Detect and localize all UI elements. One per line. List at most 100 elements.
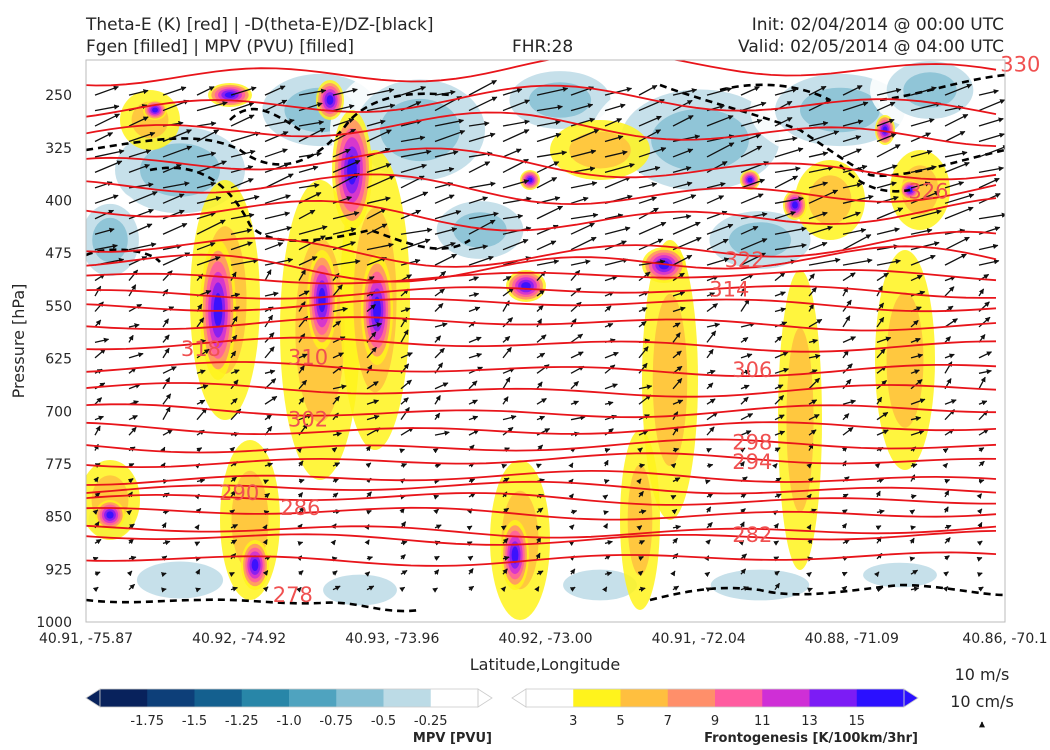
wind-vector [638,84,658,96]
wind-vector [399,586,406,593]
wind-vector [739,521,745,529]
wind-vector [466,541,473,547]
wind-vector [536,318,543,328]
wind-vector [502,275,512,282]
wind-vector [876,144,901,158]
wind-vector [434,253,457,266]
wind-vector [162,222,188,235]
wind-vector [806,524,812,531]
wind-vector [366,129,392,143]
wind-vector [910,586,920,592]
wind-vector [570,196,589,204]
wind-vector [400,135,426,143]
wind-vector [332,227,357,235]
wind-vector [502,119,530,127]
wind-vector [162,145,193,158]
wind-vector [162,406,171,420]
wind-vector [264,85,286,96]
wind-vector [978,259,1000,266]
wind-vector [876,478,885,484]
wind-vector [400,407,410,421]
wind-vector [638,540,645,546]
theta-e-contour [86,469,997,486]
wind-vector [944,193,975,204]
wind-vector [94,425,101,436]
wind-vector [706,348,714,359]
colorbar-tick-label: -0.5 [371,714,396,729]
wind-vector [94,319,102,328]
wind-vector [161,555,168,561]
wind-vector [126,570,133,577]
wind-vector [434,322,448,328]
wind-vector [910,228,933,235]
wind-vector [672,221,701,235]
wind-vector [366,208,387,220]
wind-vector [229,446,235,453]
wind-vector [434,347,445,359]
wind-vector [638,221,667,235]
wind-vector [910,494,917,500]
wind-vector [942,586,949,592]
wind-vector [536,415,546,421]
wind-vector [910,118,935,127]
wind-vector [774,447,781,453]
wind-vector [400,85,427,96]
colorbar-swatch [241,689,290,707]
wind-vector [638,182,658,189]
wind-vector [196,407,208,421]
wind-vector [808,399,818,405]
wind-vector [502,148,522,158]
wind-vector [978,132,1005,143]
wind-vector [638,463,646,469]
colorbar-arrow-left [85,688,101,708]
colorbar-tick-label: 11 [754,714,771,729]
wind-vector [706,195,725,204]
theta-e-contour-label: 326 [908,180,948,204]
wind-vector [365,462,372,468]
wind-vector [740,252,766,266]
wind-vector [400,397,409,405]
wind-vector [876,227,900,235]
wind-vector [196,151,217,158]
wind-vector [162,164,182,173]
wind-vector [434,150,459,158]
wind-vector [944,353,955,359]
wind-vector [230,369,240,375]
wind-vector [570,222,595,235]
wind-vector [774,211,796,220]
wind-vector [570,351,584,359]
wind-vector [774,117,793,127]
wind-vector [332,118,355,127]
colorbar-arrow-right [903,688,919,708]
wind-vector [978,447,985,453]
wind-vector [874,462,881,469]
wind-vector [568,524,575,531]
wind-vector [910,525,916,531]
wind-vector [93,476,99,483]
wind-vector [535,463,542,469]
wind-vector [264,314,274,328]
colorbar-tick-label: 5 [616,714,624,729]
colorbar-swatch [147,689,195,707]
wind-vector [910,463,918,469]
wind-vector [434,524,442,530]
wind-vector [944,83,973,96]
wind-vector [942,462,948,469]
wind-vector [910,101,942,112]
wind-vector [808,225,833,235]
wind-vector [774,414,785,421]
wind-vector [942,448,949,454]
wind-vector [740,238,768,251]
wind-vector [910,353,924,359]
wind-vector [264,369,276,375]
wind-vector [162,209,185,220]
wind-vector [637,447,643,453]
theta-e-contour [86,438,997,454]
wind-vector [536,205,564,220]
wind-vector [604,87,633,96]
y-tick-label: 550 [45,299,72,315]
wind-vector [400,540,408,546]
wind-vector [602,586,608,593]
wind-vector [841,585,848,592]
wind-vector [842,101,869,112]
